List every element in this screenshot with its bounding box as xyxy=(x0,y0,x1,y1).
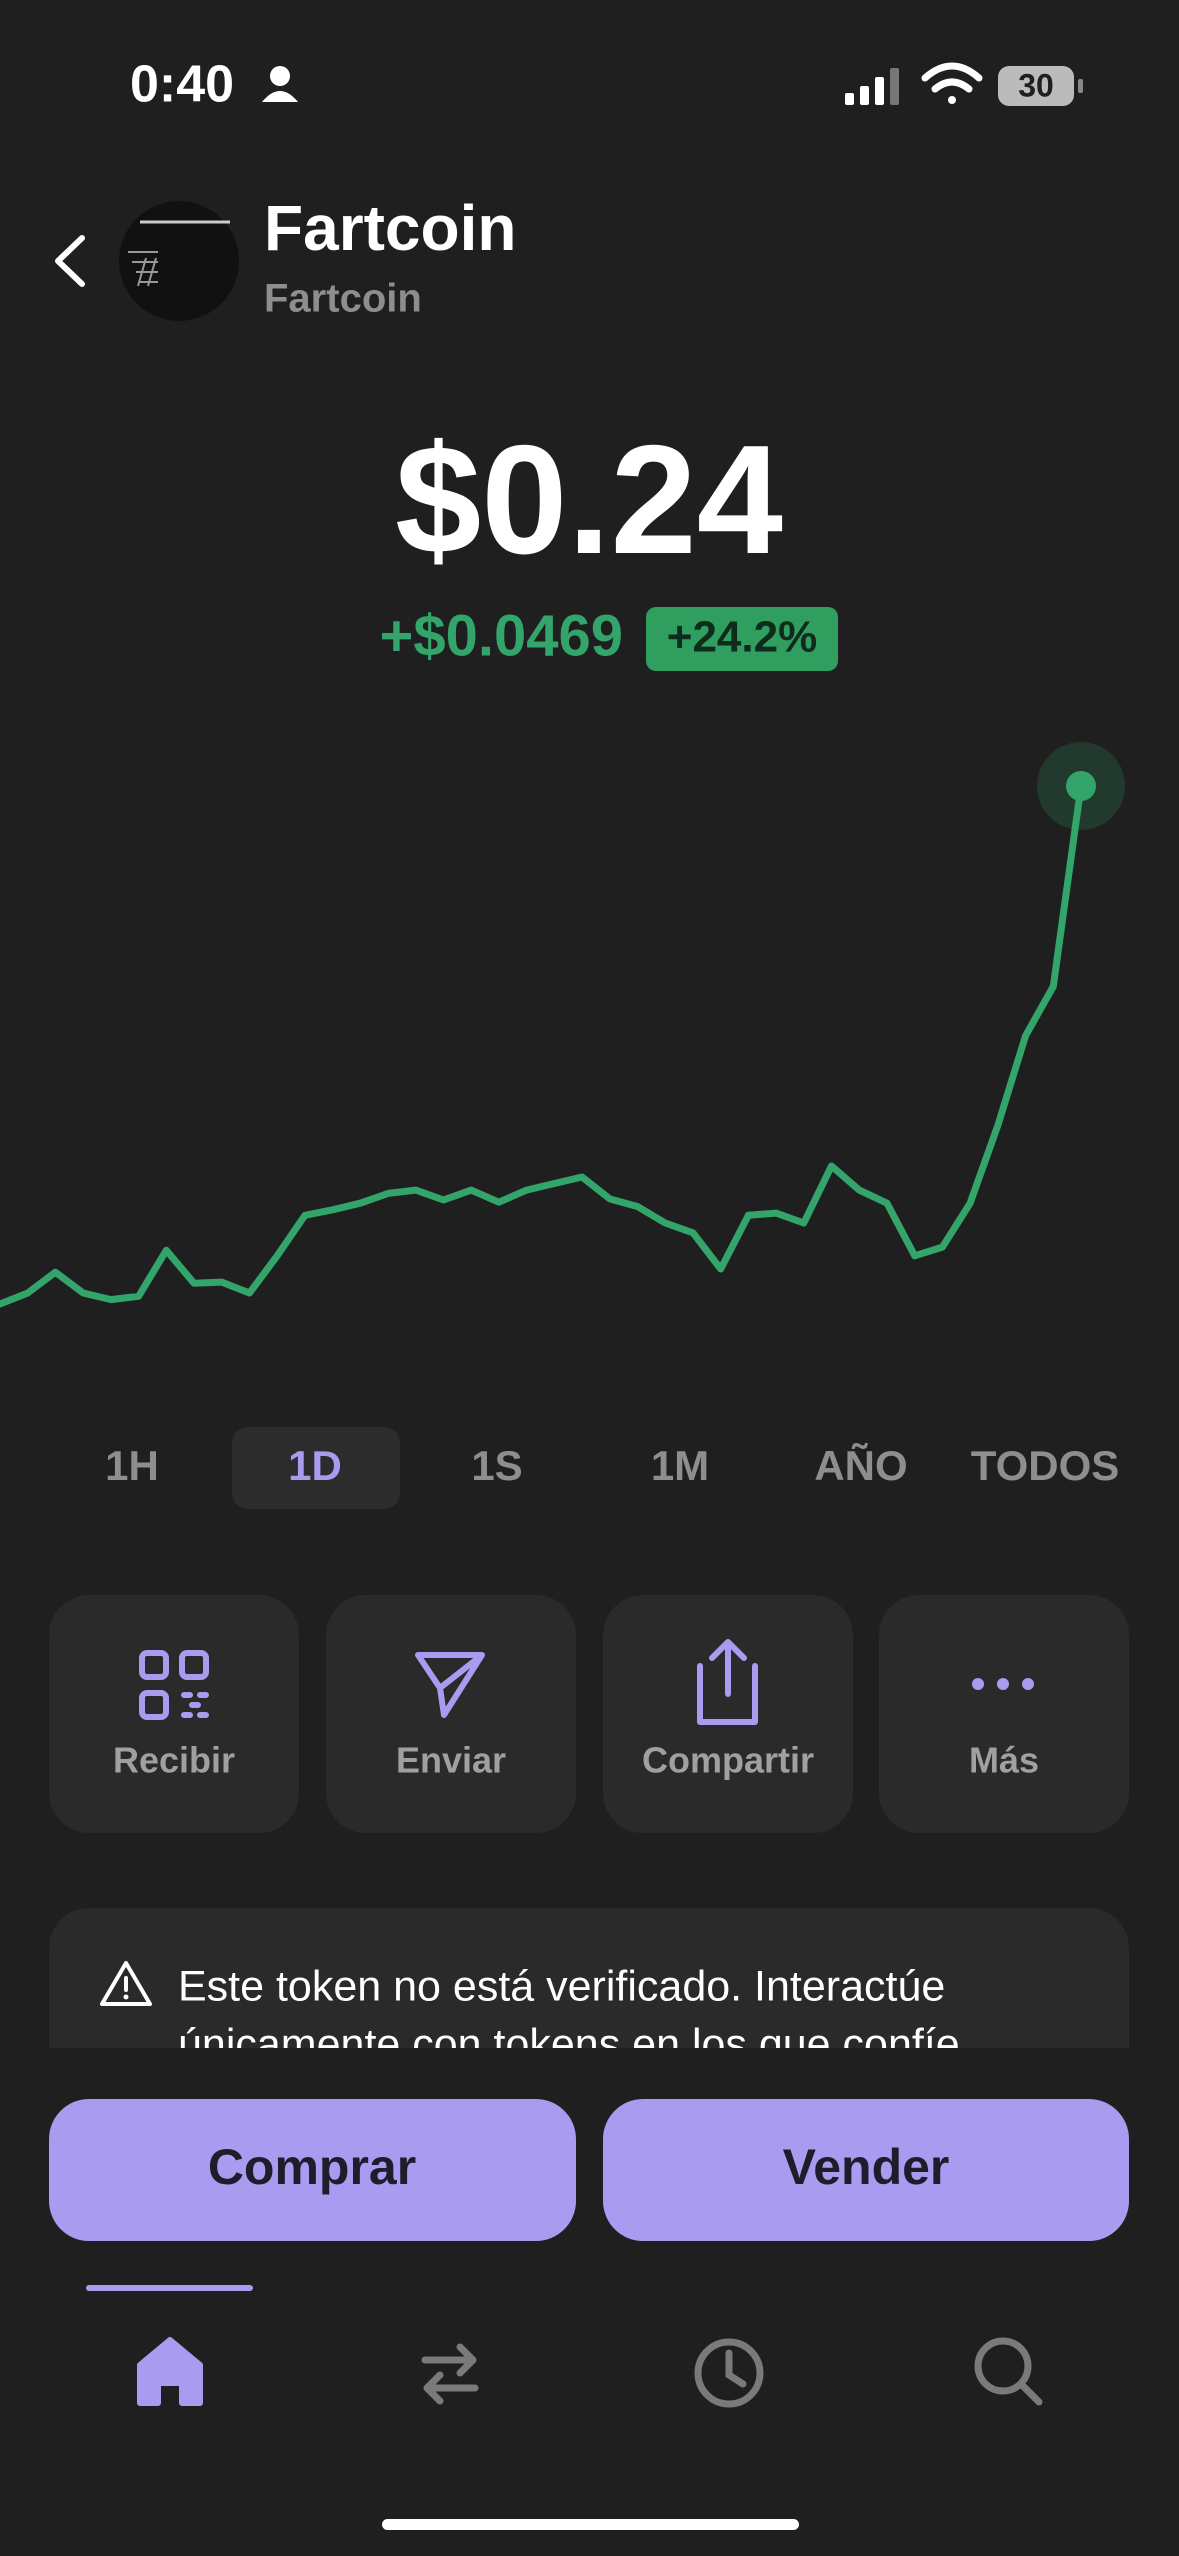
token-symbol: Fartcoin xyxy=(264,277,422,321)
buy-label: Comprar xyxy=(208,2139,416,2195)
token-avatar xyxy=(119,201,239,321)
warning-icon xyxy=(100,1961,152,2006)
price-chart xyxy=(0,742,1125,1308)
status-time: 0:40 xyxy=(130,56,234,114)
price-change: +$0.0469 xyxy=(379,603,623,668)
action-card[interactable] xyxy=(603,1595,853,1833)
buy-button[interactable] xyxy=(49,2099,576,2241)
action-card[interactable] xyxy=(326,1595,576,1833)
warning-card: Este token no está verificado. Interactú… xyxy=(49,1908,1129,2068)
sell-label: Vender xyxy=(783,2139,950,2195)
action-label: Más xyxy=(969,1740,1039,1781)
endpoint xyxy=(1066,771,1096,801)
battery-tip xyxy=(1078,79,1083,93)
back-button[interactable] xyxy=(55,235,85,287)
sell-button[interactable] xyxy=(603,2099,1129,2241)
actions: Recibir Enviar Compartir Más xyxy=(49,1595,1129,1833)
warning-text: Este token no está verificado. Interactú… xyxy=(178,1962,945,2010)
action-label: Recibir xyxy=(113,1740,235,1781)
range-tab[interactable]: AÑO xyxy=(814,1442,907,1489)
warning-bg xyxy=(49,1908,1129,2048)
avatar-art xyxy=(128,220,230,287)
warning-text: únicamente con tokens en los que confíe xyxy=(178,2020,960,2068)
action-card[interactable] xyxy=(879,1595,1129,1833)
change-badge xyxy=(646,607,838,671)
tab-selected-bg xyxy=(232,1427,400,1509)
wifi-icon xyxy=(921,62,983,104)
home-tab[interactable] xyxy=(137,2337,203,2406)
person-icon xyxy=(262,66,298,102)
history-tab[interactable] xyxy=(694,2338,764,2408)
signal-icon xyxy=(845,68,899,105)
warning-fade xyxy=(0,2048,1179,2088)
battery-level: 30 xyxy=(1018,67,1054,103)
range-tab[interactable]: 1D xyxy=(288,1442,342,1489)
range-tabs: 1H 1D 1S 1M AÑO TODOS xyxy=(105,1442,1119,1489)
action-label: Compartir xyxy=(642,1740,814,1781)
price: $0.24 xyxy=(395,413,783,586)
tab-indicator xyxy=(86,2285,253,2291)
search-tab[interactable] xyxy=(974,2337,1043,2406)
action-label: Enviar xyxy=(396,1740,506,1781)
battery-icon xyxy=(998,66,1074,106)
range-tab[interactable]: TODOS xyxy=(971,1442,1120,1489)
range-tab[interactable]: 1S xyxy=(471,1442,522,1489)
swap-tab[interactable] xyxy=(421,2343,479,2405)
price-line xyxy=(0,782,1085,1308)
action-card[interactable] xyxy=(49,1595,299,1833)
home-indicator xyxy=(382,2519,799,2530)
action-icons xyxy=(139,1639,1034,1725)
warning-icon-dot xyxy=(123,1994,129,2000)
range-tab[interactable]: 1H xyxy=(105,1442,159,1489)
range-tab[interactable]: 1M xyxy=(651,1442,709,1489)
change-percent: +24.2% xyxy=(667,613,817,662)
token-name: Fartcoin xyxy=(264,192,516,264)
